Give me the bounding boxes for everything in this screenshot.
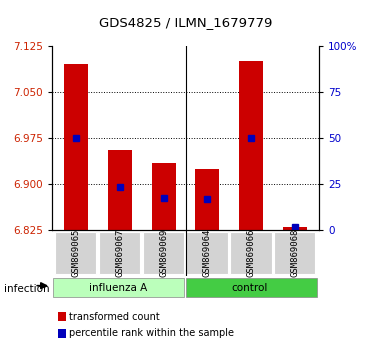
- Text: GSM869067: GSM869067: [115, 229, 124, 277]
- Text: infection: infection: [4, 284, 49, 293]
- Bar: [108, 150, 132, 230]
- Text: GSM869068: GSM869068: [290, 229, 299, 277]
- Text: transformed count: transformed count: [69, 312, 160, 322]
- Text: GDS4825 / ILMN_1679779: GDS4825 / ILMN_1679779: [99, 16, 272, 29]
- Bar: [196, 169, 219, 230]
- Bar: [274, 232, 315, 274]
- Bar: [53, 278, 184, 297]
- Text: GSM869069: GSM869069: [159, 229, 168, 277]
- Text: control: control: [232, 282, 268, 293]
- Text: influenza A: influenza A: [89, 282, 148, 293]
- Bar: [230, 232, 272, 274]
- Bar: [99, 232, 140, 274]
- Bar: [64, 64, 88, 230]
- Bar: [283, 227, 307, 230]
- Bar: [142, 232, 184, 274]
- Text: GSM869064: GSM869064: [203, 229, 212, 277]
- Bar: [186, 232, 228, 274]
- Text: GSM869066: GSM869066: [247, 229, 256, 277]
- Text: GSM869065: GSM869065: [72, 229, 81, 277]
- Bar: [239, 61, 263, 230]
- Bar: [186, 278, 317, 297]
- Bar: [152, 162, 175, 230]
- Bar: [55, 232, 96, 274]
- Text: percentile rank within the sample: percentile rank within the sample: [69, 329, 234, 338]
